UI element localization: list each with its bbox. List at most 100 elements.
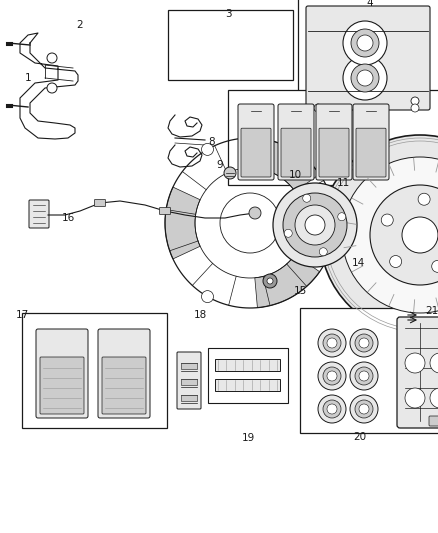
Circle shape <box>263 274 277 288</box>
Bar <box>298 0 438 118</box>
Circle shape <box>357 35 373 51</box>
Circle shape <box>351 64 379 92</box>
Circle shape <box>355 400 373 418</box>
Circle shape <box>47 53 57 63</box>
Circle shape <box>405 353 425 373</box>
Text: 16: 16 <box>61 213 74 223</box>
Text: 10: 10 <box>289 170 301 180</box>
FancyBboxPatch shape <box>316 104 352 180</box>
Circle shape <box>402 217 438 253</box>
Wedge shape <box>255 139 320 191</box>
Circle shape <box>314 104 322 112</box>
Text: 14: 14 <box>351 258 364 268</box>
Circle shape <box>411 97 419 105</box>
Circle shape <box>47 83 57 93</box>
FancyBboxPatch shape <box>306 6 430 110</box>
Circle shape <box>249 207 261 219</box>
Circle shape <box>220 193 280 253</box>
Circle shape <box>355 367 373 385</box>
Text: 3: 3 <box>225 9 231 19</box>
Text: 8: 8 <box>208 137 215 147</box>
Circle shape <box>338 213 346 221</box>
Circle shape <box>370 185 438 285</box>
FancyBboxPatch shape <box>159 207 170 214</box>
Text: 18: 18 <box>193 310 207 320</box>
Circle shape <box>355 334 373 352</box>
FancyBboxPatch shape <box>241 128 271 177</box>
FancyBboxPatch shape <box>397 317 438 428</box>
Text: 2: 2 <box>77 20 83 30</box>
Bar <box>228 90 438 185</box>
Circle shape <box>359 371 369 381</box>
Bar <box>215 379 280 391</box>
Circle shape <box>201 143 213 156</box>
Bar <box>168 10 293 80</box>
Circle shape <box>390 255 402 268</box>
Circle shape <box>318 329 346 357</box>
FancyBboxPatch shape <box>177 352 201 409</box>
Text: 4: 4 <box>367 0 373 8</box>
Circle shape <box>295 205 335 245</box>
Circle shape <box>201 290 213 303</box>
Circle shape <box>273 183 357 267</box>
Circle shape <box>432 260 438 272</box>
Bar <box>22 313 167 428</box>
Circle shape <box>350 395 378 423</box>
FancyBboxPatch shape <box>98 329 150 418</box>
FancyBboxPatch shape <box>356 128 386 177</box>
Circle shape <box>284 229 292 237</box>
Circle shape <box>329 217 341 229</box>
Bar <box>181 379 197 385</box>
Circle shape <box>303 194 311 202</box>
Text: 1: 1 <box>25 73 31 83</box>
Circle shape <box>343 56 387 100</box>
Bar <box>300 308 438 433</box>
FancyBboxPatch shape <box>319 128 349 177</box>
Circle shape <box>318 362 346 390</box>
Text: 17: 17 <box>15 310 28 320</box>
Circle shape <box>359 404 369 414</box>
Circle shape <box>430 353 438 373</box>
Text: 15: 15 <box>293 286 307 296</box>
Bar <box>181 363 197 369</box>
Circle shape <box>323 367 341 385</box>
Circle shape <box>350 362 378 390</box>
FancyBboxPatch shape <box>102 357 146 414</box>
FancyBboxPatch shape <box>278 104 314 180</box>
Circle shape <box>411 104 419 112</box>
Circle shape <box>224 167 236 179</box>
Circle shape <box>319 248 327 256</box>
FancyBboxPatch shape <box>353 104 389 180</box>
Circle shape <box>342 157 438 313</box>
Circle shape <box>327 371 337 381</box>
Circle shape <box>323 400 341 418</box>
FancyBboxPatch shape <box>40 357 84 414</box>
Circle shape <box>327 338 337 348</box>
FancyBboxPatch shape <box>238 104 274 180</box>
Text: 11: 11 <box>336 178 350 188</box>
FancyBboxPatch shape <box>29 200 49 228</box>
Circle shape <box>320 135 438 335</box>
Circle shape <box>405 388 425 408</box>
Text: 19: 19 <box>241 433 254 443</box>
Circle shape <box>305 215 325 235</box>
Circle shape <box>323 334 341 352</box>
Bar <box>208 348 288 403</box>
Bar <box>181 395 197 401</box>
FancyBboxPatch shape <box>281 128 311 177</box>
Circle shape <box>318 395 346 423</box>
Circle shape <box>418 193 430 205</box>
Text: 9: 9 <box>217 160 223 170</box>
Circle shape <box>350 329 378 357</box>
Wedge shape <box>255 255 320 308</box>
FancyBboxPatch shape <box>36 329 88 418</box>
Text: 21: 21 <box>425 306 438 316</box>
Circle shape <box>267 278 273 284</box>
Circle shape <box>357 70 373 86</box>
Text: 20: 20 <box>353 432 367 442</box>
Circle shape <box>381 214 393 226</box>
Bar <box>215 359 280 371</box>
Wedge shape <box>165 187 200 259</box>
Circle shape <box>343 21 387 65</box>
Circle shape <box>283 193 347 257</box>
